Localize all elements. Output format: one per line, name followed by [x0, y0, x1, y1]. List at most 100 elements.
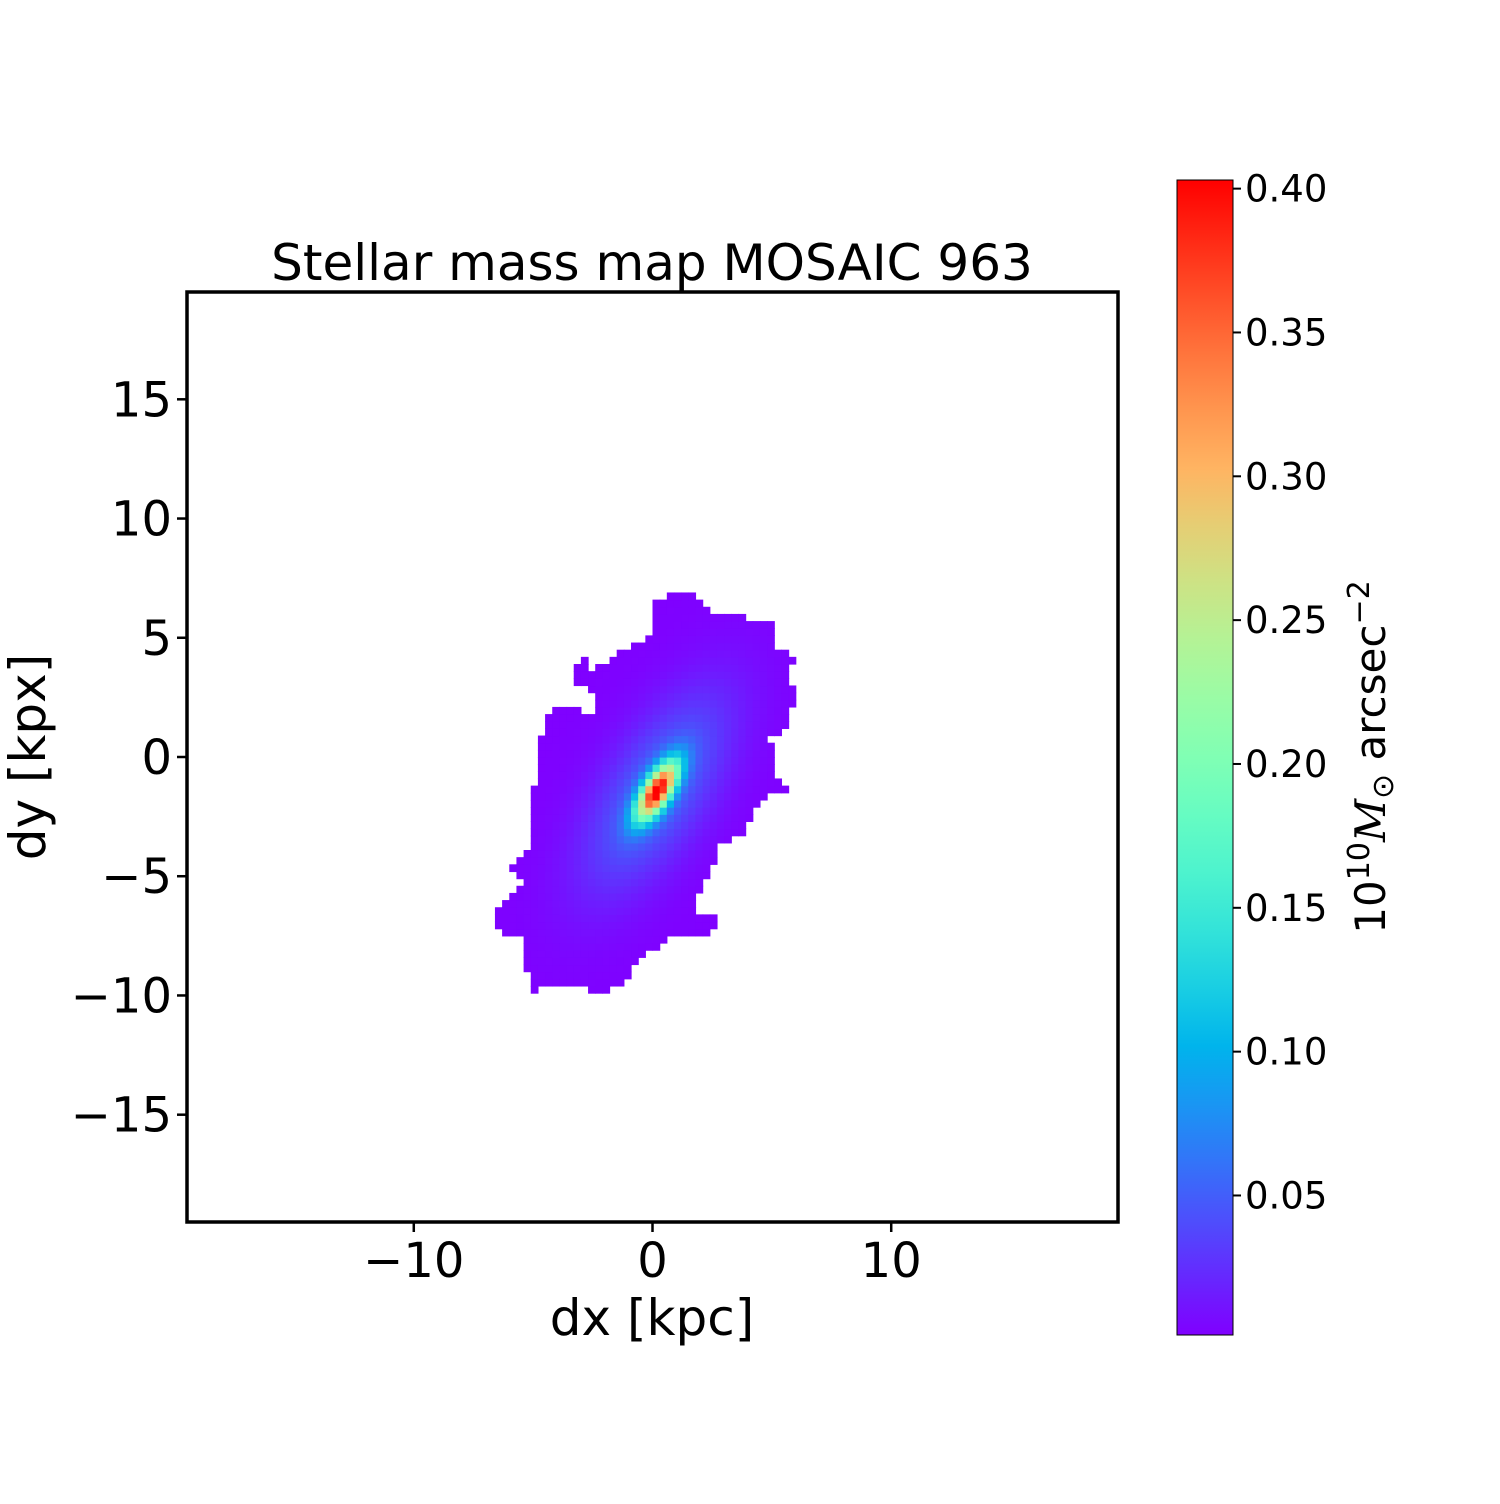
heatmap-cell [652, 685, 661, 694]
heatmap-cell [724, 656, 732, 665]
heatmap-cell [502, 928, 510, 937]
heatmap-cell [580, 892, 589, 901]
heatmap-cell [767, 685, 775, 694]
heatmap-cell [609, 921, 618, 930]
heatmap-cell [602, 943, 611, 951]
heatmap-cell [681, 792, 689, 801]
heatmap-cell [573, 964, 582, 973]
heatmap-cell [559, 964, 568, 973]
heatmap-cell [631, 878, 639, 887]
heatmap-cell [516, 928, 525, 937]
heatmap-cell [652, 678, 661, 687]
heatmap-cell [695, 928, 704, 937]
heatmap-cell [716, 785, 725, 794]
heatmap-cell [516, 857, 525, 865]
heatmap-cell [652, 721, 661, 729]
heatmap-cell [552, 971, 560, 980]
heatmap-cell [745, 742, 754, 751]
heatmap-cell [595, 907, 603, 915]
heatmap-cell [652, 635, 661, 644]
heatmap-cell [659, 621, 668, 629]
heatmap-cell [695, 728, 704, 737]
heatmap-cell [609, 871, 618, 880]
heatmap-cell [716, 771, 725, 780]
heatmap-cell [516, 907, 525, 915]
heatmap-cell [566, 792, 575, 801]
heatmap-cell [724, 807, 732, 815]
heatmap-cell [724, 721, 732, 729]
heatmap-cell [566, 807, 575, 815]
heatmap-cell [652, 792, 661, 801]
heatmap-cell [788, 656, 797, 665]
heatmap-cell [580, 742, 589, 751]
heatmap-cell [638, 699, 646, 708]
heatmap-cell [588, 821, 596, 830]
heatmap-cell [702, 635, 711, 644]
heatmap-cell [631, 885, 639, 894]
x-axis-label: dx [kpc] [550, 1289, 754, 1347]
colorbar-tick-label: 0.30 [1245, 455, 1327, 498]
heatmap-cell [681, 635, 689, 644]
heatmap-cell [652, 771, 661, 780]
heatmap-cell [738, 785, 747, 794]
heatmap-cell [695, 721, 704, 729]
heatmap-cell [530, 943, 539, 951]
heatmap-cell [638, 892, 646, 901]
heatmap-cell [616, 771, 625, 780]
heatmap-cell [666, 757, 675, 765]
heatmap-cell [502, 907, 510, 915]
heatmap-cell [759, 778, 768, 787]
heatmap-cell [595, 900, 603, 908]
heatmap-cell [659, 928, 668, 937]
heatmap-cell [724, 613, 732, 622]
heatmap-cell [552, 814, 560, 822]
heatmap-cell [709, 921, 718, 930]
heatmap-cell [566, 757, 575, 765]
heatmap-cell [580, 885, 589, 894]
heatmap-cell [602, 971, 611, 980]
heatmap-cell [716, 685, 725, 694]
heatmap-cell [602, 985, 611, 994]
heatmap-cell [745, 649, 754, 658]
heatmap-cell [580, 728, 589, 737]
heatmap-cell [745, 785, 754, 794]
heatmap-cell [530, 885, 539, 894]
heatmap-cell [673, 835, 682, 844]
heatmap-cell [673, 928, 682, 937]
heatmap-cell [537, 957, 546, 966]
heatmap-cell [623, 706, 632, 715]
heatmap-cell [745, 714, 754, 722]
heatmap-cell [537, 757, 546, 765]
heatmap-cell [609, 714, 618, 722]
heatmap-cell [545, 907, 553, 915]
heatmap-cell [681, 764, 689, 772]
heatmap-cell [580, 749, 589, 758]
heatmap-cell [659, 742, 668, 751]
heatmap-cell [688, 878, 697, 887]
heatmap-cell [666, 635, 675, 644]
heatmap-cell [695, 664, 704, 672]
heatmap-cell [580, 914, 589, 923]
heatmap-cell [545, 799, 553, 808]
heatmap-cell [673, 692, 682, 701]
heatmap-cell [552, 864, 560, 873]
heatmap-cell [673, 714, 682, 722]
heatmap-cell [759, 699, 768, 708]
heatmap-cell [738, 807, 747, 815]
heatmap-cell [659, 606, 668, 615]
heatmap-cell [702, 692, 711, 701]
heatmap-cell [616, 807, 625, 815]
heatmap-cell [616, 692, 625, 701]
heatmap-cell [602, 742, 611, 751]
heatmap-cell [537, 807, 546, 815]
heatmap-cell [709, 821, 718, 830]
heatmap-cell [645, 692, 654, 701]
heatmap-cell [695, 706, 704, 715]
heatmap-cell [552, 950, 560, 958]
heatmap-cell [724, 671, 732, 679]
heatmap-cell [494, 914, 503, 923]
heatmap-cell [523, 935, 532, 944]
heatmap-cell [738, 799, 747, 808]
heatmap-cell [716, 799, 725, 808]
heatmap-cell [609, 728, 618, 737]
